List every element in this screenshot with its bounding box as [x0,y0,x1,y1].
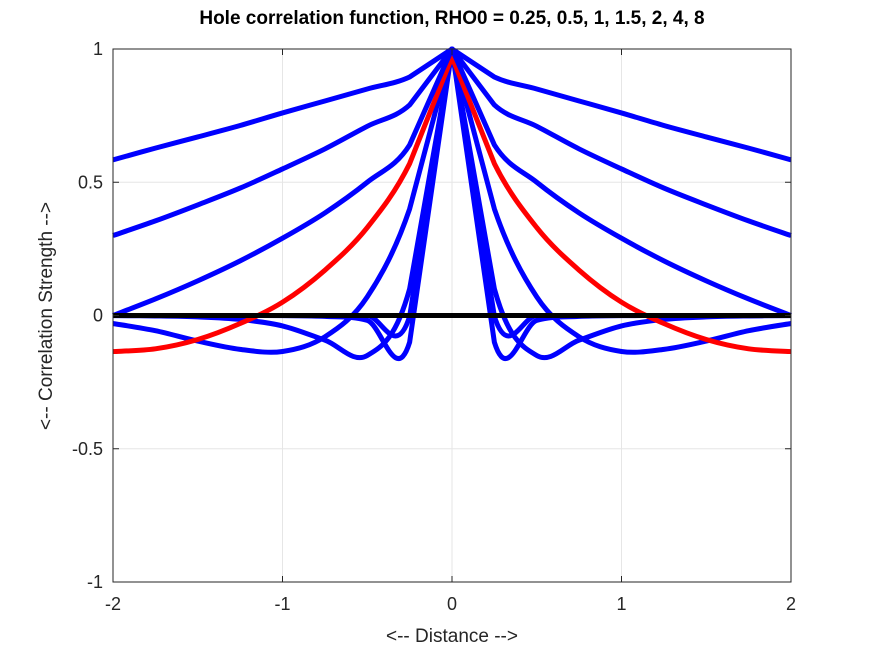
chart-title: Hole correlation function, RHO0 = 0.25, … [199,8,704,29]
x-tick-label: -2 [105,594,121,614]
y-axis-label: <-- Correlation Strength --> [36,202,57,430]
ticks: -2 -1 0 1 2-1-0.500.51 [72,39,796,614]
y-tick-label: -1 [87,572,103,592]
x-axis-label: <-- Distance --> [386,626,518,647]
y-tick-label: 0 [93,306,103,326]
x-tick-label: 1 [616,594,626,614]
x-tick-label: 0 [447,594,457,614]
x-tick-label: 2 [786,594,796,614]
y-tick-label: -0.5 [72,439,103,459]
y-tick-label: 0.5 [78,172,103,192]
x-tick-label: -1 [274,594,290,614]
series-line-rho0-2 [112,54,792,355]
y-tick-label: 1 [93,39,103,59]
